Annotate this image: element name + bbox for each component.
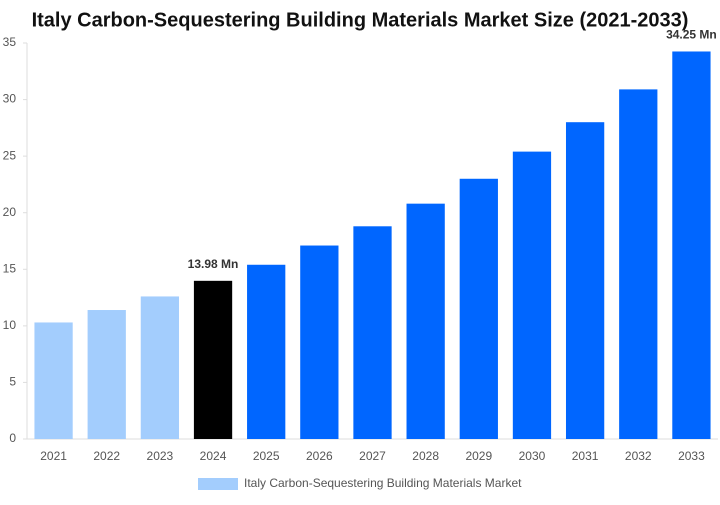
bar [300, 245, 339, 439]
bar [87, 310, 126, 439]
x-tick-label: 2033 [678, 449, 705, 463]
bar [34, 322, 73, 439]
bar [353, 226, 392, 439]
legend-swatch [198, 478, 238, 490]
y-tick-label: 0 [9, 431, 16, 445]
legend-label: Italy Carbon-Sequestering Building Mater… [244, 476, 522, 490]
y-tick-label: 15 [3, 261, 17, 275]
y-tick-label: 5 [9, 375, 16, 389]
x-tick-label: 2027 [359, 449, 386, 463]
x-tick-label: 2029 [465, 449, 492, 463]
y-tick-label: 35 [3, 35, 17, 49]
x-tick-label: 2031 [572, 449, 599, 463]
x-tick-label: 2025 [253, 449, 280, 463]
value-label: 34.25 Mn [666, 28, 717, 42]
x-tick-label: 2024 [200, 449, 227, 463]
bar [619, 89, 658, 439]
x-tick-label: 2023 [147, 449, 174, 463]
y-tick-label: 10 [3, 318, 17, 332]
y-tick-label: 30 [3, 92, 17, 106]
x-tick-label: 2022 [93, 449, 120, 463]
x-tick-label: 2030 [519, 449, 546, 463]
bar [459, 178, 498, 439]
chart-title: Italy Carbon-Sequestering Building Mater… [32, 9, 689, 31]
value-label: 13.98 Mn [188, 257, 239, 271]
bar [247, 264, 286, 439]
bar [193, 280, 233, 439]
y-tick-label: 25 [3, 148, 17, 162]
x-tick-label: 2026 [306, 449, 333, 463]
x-tick-label: 2032 [625, 449, 652, 463]
y-tick-label: 20 [3, 205, 17, 219]
bar [406, 203, 445, 439]
bar [565, 122, 605, 439]
bar [672, 51, 711, 439]
x-tick-label: 2028 [412, 449, 439, 463]
bar [140, 296, 180, 439]
x-tick-label: 2021 [40, 449, 67, 463]
bar [512, 151, 552, 440]
